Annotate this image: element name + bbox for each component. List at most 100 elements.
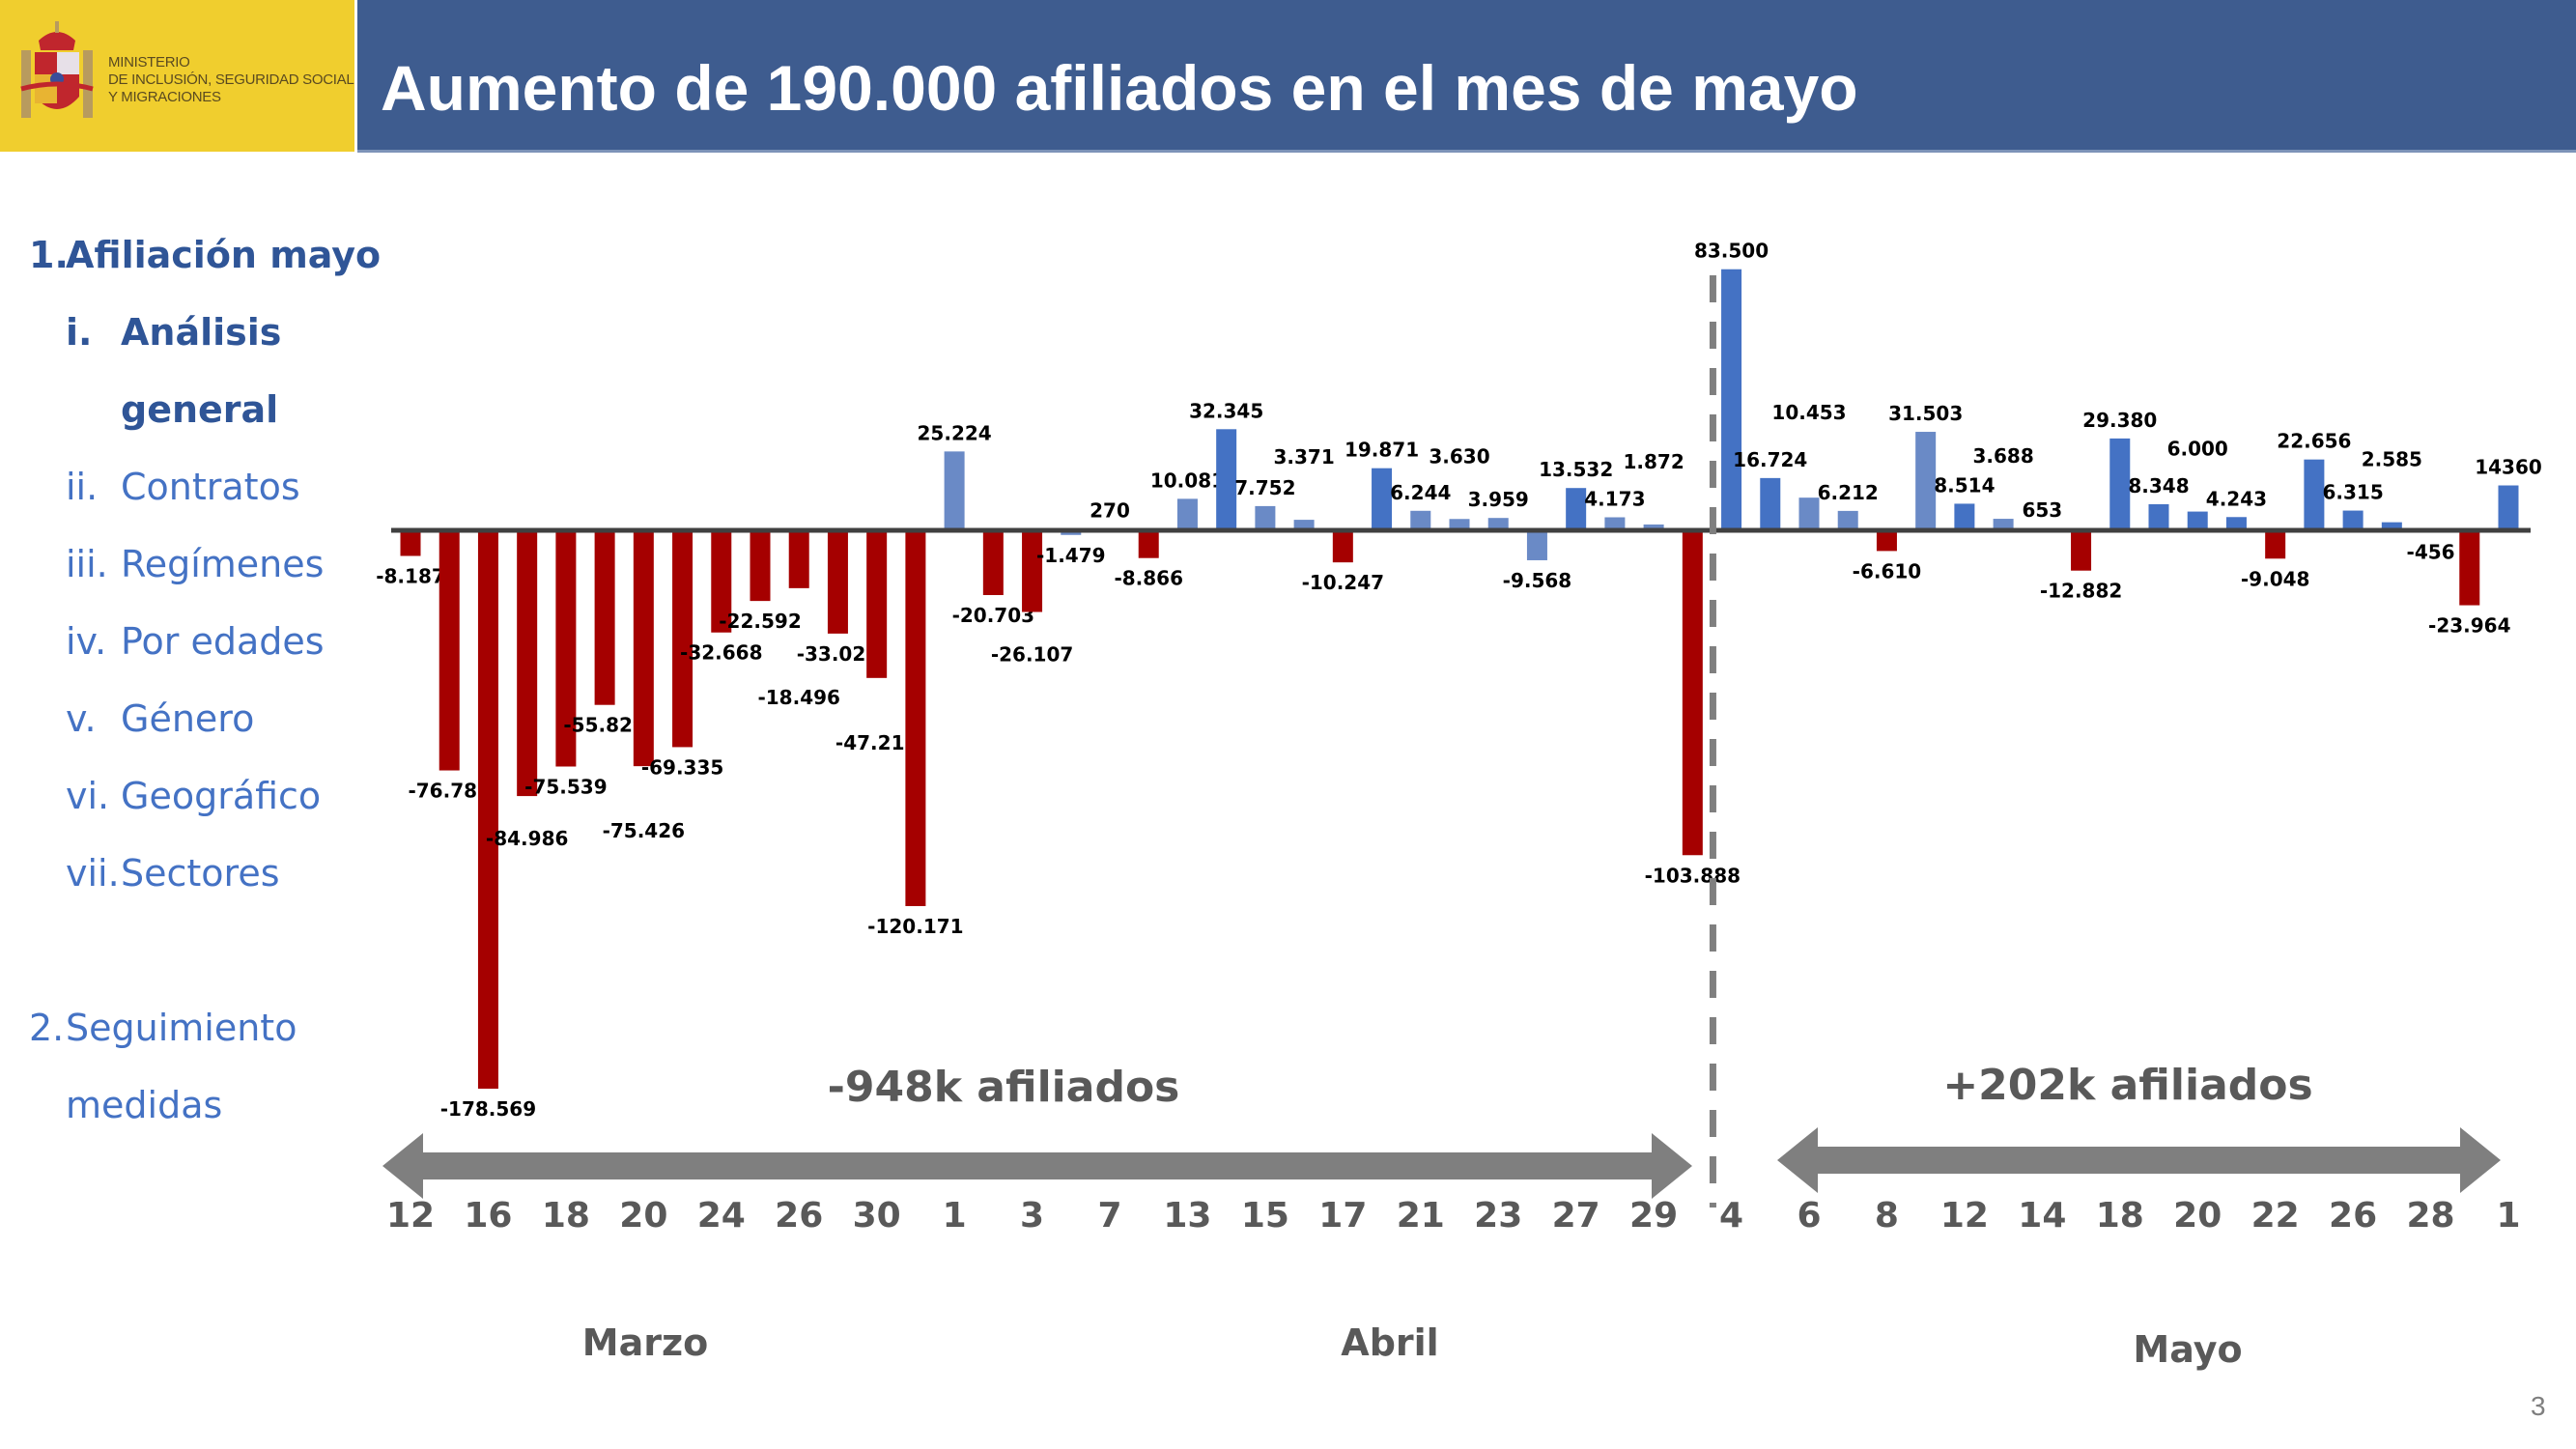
data-label: 3.630 bbox=[1429, 444, 1489, 468]
x-tick-label: 28 bbox=[2407, 1196, 2455, 1236]
data-label: 270 bbox=[1090, 499, 1130, 523]
data-label: 19.871 bbox=[1345, 439, 1419, 462]
x-tick-label: 8 bbox=[1875, 1196, 1899, 1236]
x-tick-label: 1 bbox=[2496, 1196, 2520, 1236]
bar bbox=[1216, 429, 1237, 530]
sidebar-item-por-edades[interactable]: Por edades bbox=[121, 620, 325, 663]
data-label: 29.380 bbox=[2082, 409, 2157, 432]
data-label: -9.568 bbox=[1503, 569, 1572, 592]
bar bbox=[477, 530, 498, 1089]
bar bbox=[2148, 503, 2169, 530]
period-arrow-left bbox=[382, 1133, 1692, 1199]
data-label: -12.882 bbox=[2040, 580, 2122, 603]
data-label: -26.107 bbox=[991, 643, 1073, 667]
sidebar-item-number: iv. bbox=[66, 620, 107, 663]
data-label: 25.224 bbox=[918, 421, 992, 444]
bar bbox=[827, 530, 848, 634]
bar bbox=[555, 530, 577, 767]
month-label: Mayo bbox=[2133, 1328, 2242, 1371]
x-tick-label: 17 bbox=[1318, 1196, 1367, 1236]
data-label: -76.787 bbox=[408, 780, 490, 803]
data-label: 3.688 bbox=[1972, 444, 2033, 468]
sidebar-item-análisis[interactable]: Análisis bbox=[121, 311, 282, 354]
x-tick-label: 14 bbox=[2018, 1196, 2066, 1236]
data-label: 3.959 bbox=[1468, 488, 1529, 511]
month-label: Abril bbox=[1341, 1321, 1438, 1364]
data-label: -75.539 bbox=[524, 776, 607, 799]
data-label: -69.335 bbox=[641, 755, 723, 779]
data-label: 7.752 bbox=[1234, 476, 1295, 499]
bar bbox=[1487, 518, 1509, 530]
bar bbox=[1449, 519, 1470, 530]
bar bbox=[1604, 517, 1626, 530]
page-title: Aumento de 190.000 afiliados en el mes d… bbox=[381, 52, 1858, 124]
bar bbox=[2498, 485, 2519, 530]
bar bbox=[2304, 459, 2325, 530]
x-tick-label: 4 bbox=[1719, 1196, 1743, 1236]
page-number: 3 bbox=[2531, 1391, 2546, 1421]
data-label: -178.569 bbox=[440, 1097, 536, 1121]
data-label: -1.479 bbox=[1036, 544, 1106, 567]
data-label: -6.610 bbox=[1853, 559, 1922, 582]
sidebar-item-regímenes[interactable]: Regímenes bbox=[121, 543, 325, 585]
sidebar-item-number: 1. bbox=[29, 234, 69, 276]
sidebar-item-afiliación-mayo[interactable]: Afiliación mayo bbox=[66, 234, 382, 276]
ministry-name: MINISTERIO DE INCLUSIÓN, SEGURIDAD SOCIA… bbox=[108, 54, 354, 106]
data-label: -47.215 bbox=[835, 731, 918, 754]
x-tick-label: 21 bbox=[1397, 1196, 1445, 1236]
bar bbox=[1526, 530, 1547, 560]
sidebar-item-geográfico[interactable]: Geográfico bbox=[121, 775, 322, 817]
bar bbox=[1876, 530, 1897, 552]
data-label: 14360 bbox=[2475, 456, 2542, 479]
sidebar-item-género[interactable]: Género bbox=[121, 697, 255, 740]
bar bbox=[672, 530, 694, 748]
data-label: 10.081 bbox=[1150, 469, 1225, 492]
data-label: 2.585 bbox=[2362, 448, 2422, 471]
sidebar-item-seguimiento[interactable]: Seguimiento bbox=[66, 1007, 297, 1049]
sidebar-item-number: v. bbox=[66, 697, 97, 740]
data-label: -20.703 bbox=[952, 604, 1034, 627]
bar bbox=[1138, 530, 1159, 558]
data-label: 83.500 bbox=[1694, 240, 1769, 263]
ministry-line-1: MINISTERIO bbox=[108, 54, 190, 71]
bar bbox=[1293, 520, 1315, 530]
x-tick-label: 12 bbox=[1940, 1196, 1989, 1236]
ministry-line-3: Y MIGRACIONES bbox=[108, 89, 221, 105]
data-label: -18.496 bbox=[757, 686, 839, 709]
bar bbox=[2225, 517, 2247, 530]
data-label: 4.173 bbox=[1584, 487, 1645, 510]
ministry-logo: MINISTERIO DE INCLUSIÓN, SEGURIDAD SOCIA… bbox=[0, 0, 354, 152]
bar bbox=[866, 530, 888, 678]
data-label: -55.829 bbox=[563, 714, 645, 737]
sidebar-item-medidas[interactable]: medidas bbox=[66, 1084, 223, 1126]
data-label: -75.426 bbox=[603, 819, 685, 842]
x-tick-label: 18 bbox=[2096, 1196, 2144, 1236]
data-label: -8.866 bbox=[1114, 567, 1183, 590]
bar bbox=[2381, 522, 2402, 530]
data-label: 16.724 bbox=[1733, 448, 1807, 471]
data-label: -456 bbox=[2407, 541, 2455, 564]
x-tick-label: 1 bbox=[943, 1196, 967, 1236]
sidebar-item-general[interactable]: general bbox=[121, 388, 279, 431]
x-tick-label: 23 bbox=[1474, 1196, 1522, 1236]
x-tick-label: 29 bbox=[1629, 1196, 1678, 1236]
title-bar: Aumento de 190.000 afiliados en el mes d… bbox=[357, 0, 2576, 153]
annotation-loss: -948k afiliados bbox=[828, 1063, 1180, 1112]
data-label: 22.656 bbox=[2277, 430, 2351, 453]
sidebar-item-contratos[interactable]: Contratos bbox=[121, 466, 300, 508]
bar bbox=[1643, 524, 1664, 530]
annotation-gain: +202k afiliados bbox=[1942, 1061, 2312, 1110]
sidebar-item-number: ii. bbox=[66, 466, 99, 508]
data-label: -103.888 bbox=[1645, 864, 1741, 887]
data-label: -120.171 bbox=[867, 915, 963, 938]
bar bbox=[944, 451, 965, 530]
data-label: -23.964 bbox=[2428, 614, 2510, 638]
sidebar-item-sectores[interactable]: Sectores bbox=[121, 852, 280, 895]
bar bbox=[1760, 477, 1781, 530]
period-arrow-right bbox=[1777, 1127, 2501, 1193]
data-label: 653 bbox=[2022, 498, 2062, 522]
month-label: Marzo bbox=[582, 1321, 708, 1364]
bar bbox=[517, 530, 538, 797]
sidebar-item-number: 2. bbox=[29, 1007, 65, 1049]
